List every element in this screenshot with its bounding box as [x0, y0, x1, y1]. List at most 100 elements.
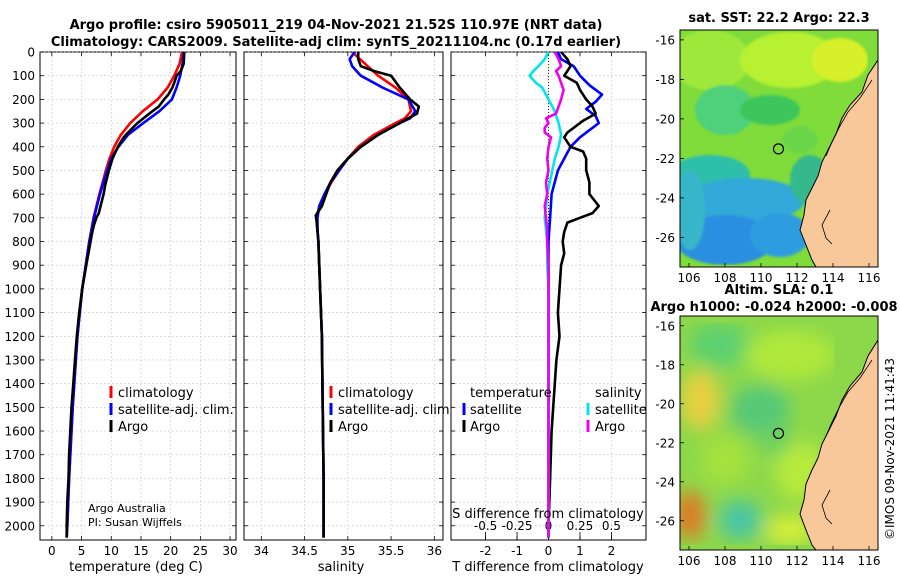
salinity-x-label: salinity [318, 560, 365, 575]
credit-line-1: Argo Australia [88, 502, 166, 515]
map-x-tick-label: 116 [858, 271, 881, 285]
x-tick-label: 0 [48, 544, 56, 558]
map-y-tick-label: -26 [655, 514, 675, 528]
depth-tick-label: 200 [12, 93, 35, 107]
map-x-tick-label: 114 [822, 271, 845, 285]
depth-tick-labels: 0 100 200 300 400 500 600 700 800 900 1000 1100 1200… [4, 46, 35, 534]
legend-label-temp-satellite: satellite [470, 403, 522, 418]
x-tick-label: 25 [193, 544, 208, 558]
map-y-tick-label: -24 [655, 191, 675, 205]
x-tick-label: 5 [78, 544, 86, 558]
x-tick-label: 30 [222, 544, 237, 558]
map-y-tick-label: -16 [655, 319, 675, 333]
depth-tick-label: 1600 [4, 425, 35, 439]
salinity-x-ticks: 34 34.5 35 35.5 36 [254, 52, 442, 558]
sla-map-frame [679, 315, 879, 551]
sla-map-title-line-2: Argo h1000: -0.024 h2000: -0.008 [650, 300, 897, 315]
depth-tick-label: 2000 [4, 519, 35, 533]
x-tick-label: 10 [104, 544, 119, 558]
sst-map-ticks: 106 108 110 112 114 116 -16 -18 -20 -22 -24 -26 [655, 33, 880, 285]
sla-map-title-line-1: Altim. SLA: 0.1 [725, 283, 834, 298]
depth-tick-label: 0 [27, 46, 35, 60]
map-x-tick-label: 112 [786, 554, 809, 568]
title-line-1: Argo profile: csiro 5905011_219 04-Nov-2… [70, 18, 603, 33]
map-y-tick-label: -26 [655, 231, 675, 245]
s-tick-label: -0.5 [474, 519, 497, 533]
map-y-tick-label: -20 [655, 112, 675, 126]
temperature-x-label: temperature (deg C) [69, 560, 203, 575]
s-difference-label: S difference from climatology [452, 507, 644, 522]
depth-tick-label: 1400 [4, 377, 35, 391]
depth-tick-label: 1100 [4, 306, 35, 320]
salinity-legend: climatology satellite-adj. clim. Argo [329, 386, 454, 435]
temperature-grid [40, 51, 236, 540]
legend-heading-temperature: temperature [470, 386, 552, 401]
legend-label-temp-argo: Argo [470, 420, 500, 435]
map-x-tick-label: 108 [714, 554, 737, 568]
s-tick-label: -0.25 [502, 519, 533, 533]
depth-tick-label: 1300 [4, 353, 35, 367]
depth-tick-label: 300 [12, 117, 35, 131]
depth-tick-label: 900 [12, 259, 35, 273]
difference-legend: temperature salinity satellite Argo sate… [462, 386, 647, 435]
x-tick-label: 34 [254, 544, 269, 558]
map-x-tick-label: 110 [750, 271, 773, 285]
argo-float-marker [772, 143, 785, 155]
temperature-axes-frame [39, 51, 237, 541]
series-line-argo [65, 52, 186, 538]
sla-map-land [800, 340, 878, 550]
temperature-lines [65, 52, 186, 538]
salinity-grid [244, 51, 443, 540]
sst-map-image [680, 30, 878, 267]
sla-map-ticks: 106 108 110 112 114 116 -16 -18 -20 -22 -24 -26 [655, 319, 880, 568]
temperature-legend: climatology satellite-adj. clim. Argo [109, 386, 234, 435]
credit-line-2: PI: Susan Wijffels [88, 516, 182, 529]
depth-tick-label: 1500 [4, 401, 35, 415]
legend-heading-salinity: salinity [595, 386, 642, 401]
depth-tick-label: 100 [12, 69, 35, 83]
x-tick-label: 36 [427, 544, 442, 558]
sla-map-image [680, 316, 878, 550]
x-tick-label: 15 [133, 544, 148, 558]
map-x-tick-label: 116 [858, 554, 881, 568]
series-line-temperature-argo [547, 52, 601, 538]
salinity-axes-frame [243, 51, 444, 541]
legend-label-climatology: climatology [118, 386, 194, 401]
map-y-tick-label: -16 [655, 33, 675, 47]
legend-label-sal-satellite: satellite [595, 403, 647, 418]
x-tick-label: 35 [340, 544, 355, 558]
difference-panel: -2 -1 0 1 2 -0.5 -0.25 0 0.25 0.5 T difference f… [450, 51, 647, 575]
map-x-tick-label: 106 [678, 271, 701, 285]
map-x-tick-label: 110 [750, 554, 773, 568]
legend-label-satellite-adj: satellite-adj. clim. [338, 403, 454, 418]
x-tick-label: -1 [511, 544, 523, 558]
depth-tick-label: 700 [12, 211, 35, 225]
legend-label-argo: Argo [118, 420, 148, 435]
x-tick-label: 20 [163, 544, 178, 558]
temperature-x-ticks: 0 5 10 15 20 25 30 [48, 52, 238, 558]
depth-tick-label: 800 [12, 235, 35, 249]
sla-map-panel: Altim. SLA: 0.1 Argo h1000: -0.024 h2000… [650, 283, 897, 568]
sst-map-land [800, 60, 878, 267]
s-tick-label: 0.25 [567, 519, 594, 533]
depth-tick-label: 1800 [4, 472, 35, 486]
s-tick-label: 0.5 [602, 519, 621, 533]
map-y-tick-label: -18 [655, 73, 675, 87]
map-x-tick-label: 106 [678, 554, 701, 568]
x-tick-label: 34.5 [291, 544, 318, 558]
map-y-tick-label: -22 [655, 152, 675, 166]
depth-tick-label: 600 [12, 188, 35, 202]
temperature-panel: 0100200300400500600700800900100011001200… [4, 46, 237, 576]
argo-float-marker [772, 427, 785, 439]
sst-map-title: sat. SST: 22.2 Argo: 22.3 [688, 11, 869, 26]
sst-map-frame [679, 29, 879, 268]
imos-watermark: ©IMOS 09-Nov-2021 11:41:43 [883, 358, 897, 540]
sst-map-panel: sat. SST: 22.2 Argo: 22.3 [655, 11, 880, 285]
salinity-panel: 34 34.5 35 35.5 36 salinity climatology sate… [243, 51, 454, 575]
depth-tick-label: 1900 [4, 496, 35, 510]
t-difference-x-label: T difference from climatology [451, 560, 644, 575]
legend-label-climatology: climatology [338, 386, 414, 401]
x-tick-label: 35.5 [378, 544, 405, 558]
depth-tick-label: 1000 [4, 282, 35, 296]
